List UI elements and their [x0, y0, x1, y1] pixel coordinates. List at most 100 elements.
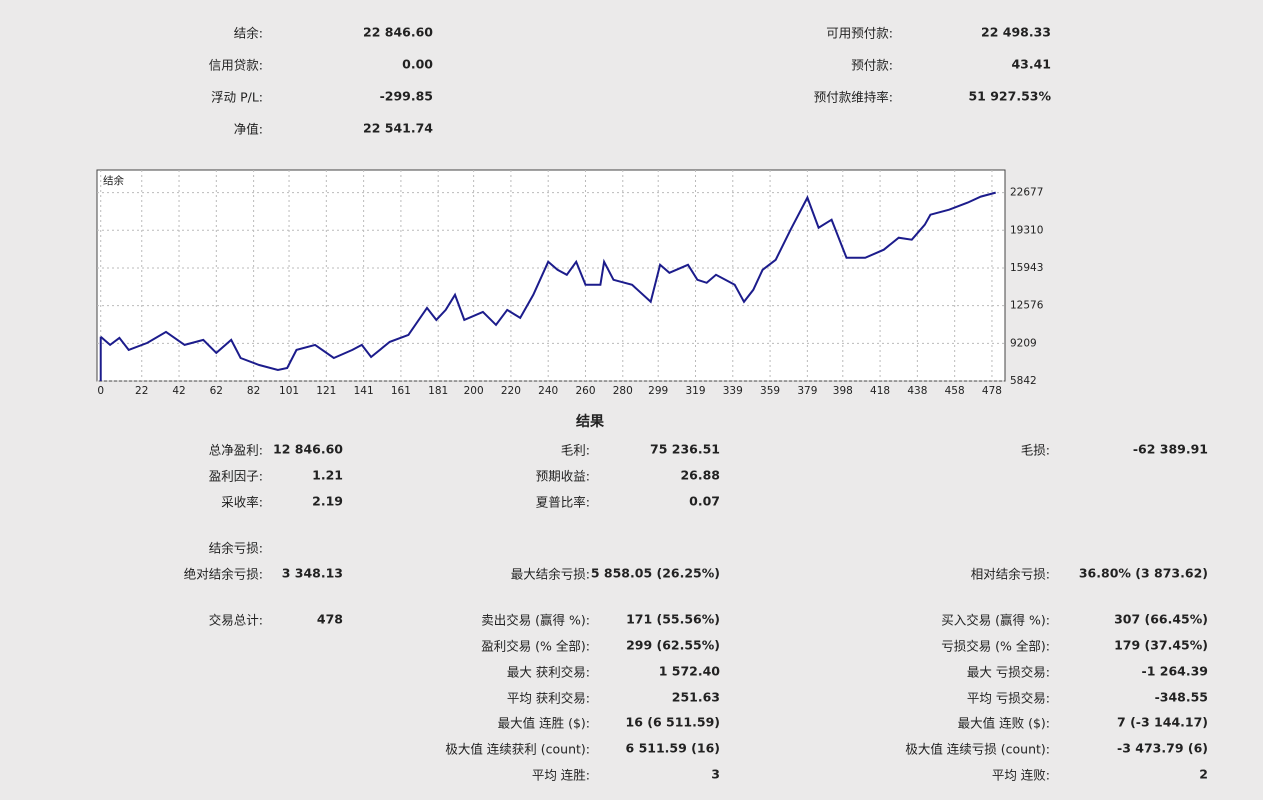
x-tick-label: 458 — [945, 385, 965, 397]
summary-label: 预付款: — [851, 57, 893, 73]
result-label: 盈利因子: — [208, 468, 263, 484]
y-tick-label: 5842 — [1010, 375, 1037, 387]
x-tick-label: 161 — [391, 385, 411, 397]
result-label: 盈利交易 (% 全部): — [481, 638, 590, 654]
x-tick-label: 0 — [97, 385, 104, 397]
plot-frame — [96, 169, 1006, 382]
y-tick-label: 22677 — [1010, 187, 1043, 199]
result-value: -62 389.91 — [1132, 441, 1208, 457]
result-label: 平均 亏损交易: — [966, 690, 1050, 706]
summary-label: 净值: — [233, 121, 263, 137]
summary-value: 43.41 — [1011, 56, 1051, 72]
result-value: 26.88 — [680, 467, 720, 483]
result-label: 相对结余亏损: — [970, 566, 1050, 582]
balance-chart: 0 22 42 62 82 101 121 141 161 181 200 220 240 260 280 2… — [96, 169, 1044, 397]
result-label: 最大 亏损交易: — [966, 664, 1050, 680]
result-value: 12 846.60 — [273, 441, 343, 457]
result-value: 251.63 — [671, 689, 720, 705]
result-label: 交易总计: — [208, 612, 263, 628]
result-value: 5 858.05 (26.25%) — [590, 565, 720, 581]
result-label: 结余亏损: — [208, 540, 263, 556]
result-label: 平均 连败: — [991, 767, 1050, 783]
result-label: 采收率: — [221, 494, 263, 510]
x-tick-label: 240 — [538, 385, 558, 397]
y-tick-label: 15943 — [1010, 262, 1043, 274]
result-value: 171 (55.56%) — [626, 611, 720, 627]
result-value: 299 (62.55%) — [626, 637, 720, 653]
result-label: 极大值 连续获利 (count): — [445, 741, 590, 757]
y-tick-label: 12576 — [1010, 300, 1044, 312]
result-value: -348.55 — [1154, 689, 1208, 705]
result-value: -1 264.39 — [1141, 663, 1208, 679]
result-label: 毛利: — [560, 442, 590, 458]
result-label: 最大 获利交易: — [506, 664, 590, 680]
result-value: 2.19 — [312, 493, 343, 509]
x-tick-label: 299 — [648, 385, 668, 397]
balance-line — [100, 191, 996, 372]
result-label: 绝对结余亏损: — [183, 566, 263, 582]
x-tick-label: 22 — [135, 385, 148, 397]
result-label: 总净盈利: — [208, 442, 263, 458]
result-label: 夏普比率: — [535, 494, 590, 510]
summary-label: 预付款维持率: — [813, 89, 893, 105]
x-tick-label: 141 — [354, 385, 374, 397]
summary-value: -299.85 — [379, 88, 433, 104]
result-value: 1 572.40 — [658, 663, 720, 679]
legend-label: 结余 — [103, 174, 124, 187]
result-value: 3 — [711, 766, 720, 782]
x-tick-label: 260 — [575, 385, 595, 397]
x-tick-label: 200 — [464, 385, 484, 397]
result-value: 179 (37.45%) — [1114, 637, 1208, 653]
result-label: 亏损交易 (% 全部): — [941, 638, 1050, 654]
summary-value: 22 498.33 — [981, 24, 1051, 40]
result-label: 极大值 连续亏损 (count): — [905, 741, 1050, 757]
result-label: 卖出交易 (赢得 %): — [481, 612, 590, 628]
x-tick-label: 379 — [797, 385, 817, 397]
result-value: 36.80% (3 873.62) — [1078, 565, 1208, 581]
x-tick-label: 339 — [723, 385, 743, 397]
result-value: 7 (-3 144.17) — [1117, 714, 1208, 730]
summary-value: 0.00 — [402, 56, 433, 72]
x-tick-label: 280 — [613, 385, 633, 397]
x-tick-label: 181 — [428, 385, 448, 397]
result-label: 预期收益: — [535, 468, 590, 484]
result-label: 平均 获利交易: — [506, 690, 590, 706]
x-tick-label: 42 — [172, 385, 185, 397]
result-value: 0.07 — [689, 493, 720, 509]
summary-value: 22 846.60 — [363, 24, 433, 40]
x-tick-label: 438 — [907, 385, 927, 397]
x-tick-label: 101 — [279, 385, 299, 397]
y-tick-label: 19310 — [1010, 224, 1043, 236]
result-label: 最大值 连胜 ($): — [497, 715, 590, 731]
result-label: 毛损: — [1020, 442, 1050, 458]
result-value: 16 (6 511.59) — [625, 714, 720, 730]
y-tick-label: 9209 — [1010, 337, 1037, 349]
x-tick-label: 398 — [833, 385, 853, 397]
x-tick-label: 82 — [247, 385, 260, 397]
result-value: 3 348.13 — [281, 565, 343, 581]
result-label: 最大值 连败 ($): — [957, 715, 1050, 731]
result-label: 买入交易 (赢得 %): — [941, 612, 1050, 628]
x-tick-label: 62 — [210, 385, 223, 397]
summary-label: 结余: — [233, 25, 263, 41]
x-tick-label: 121 — [316, 385, 336, 397]
x-tick-label: 478 — [982, 385, 1002, 397]
result-label: 平均 连胜: — [531, 767, 590, 783]
x-tick-label: 319 — [685, 385, 705, 397]
x-tick-label: 220 — [501, 385, 521, 397]
results-title: 结果 — [576, 414, 604, 430]
result-value: -3 473.79 (6) — [1117, 740, 1208, 756]
result-label: 最大结余亏损: — [510, 566, 590, 582]
result-value: 6 511.59 (16) — [625, 740, 720, 756]
x-tick-label: 418 — [870, 385, 890, 397]
result-value: 75 236.51 — [650, 441, 720, 457]
summary-label: 信用贷款: — [208, 57, 263, 73]
result-value: 478 — [316, 611, 343, 627]
summary-label: 可用预付款: — [826, 25, 893, 41]
x-tick-label: 359 — [760, 385, 780, 397]
summary-value: 51 927.53% — [968, 88, 1051, 104]
result-value: 2 — [1199, 766, 1208, 782]
result-value: 307 (66.45%) — [1114, 611, 1208, 627]
result-value: 1.21 — [312, 467, 343, 483]
